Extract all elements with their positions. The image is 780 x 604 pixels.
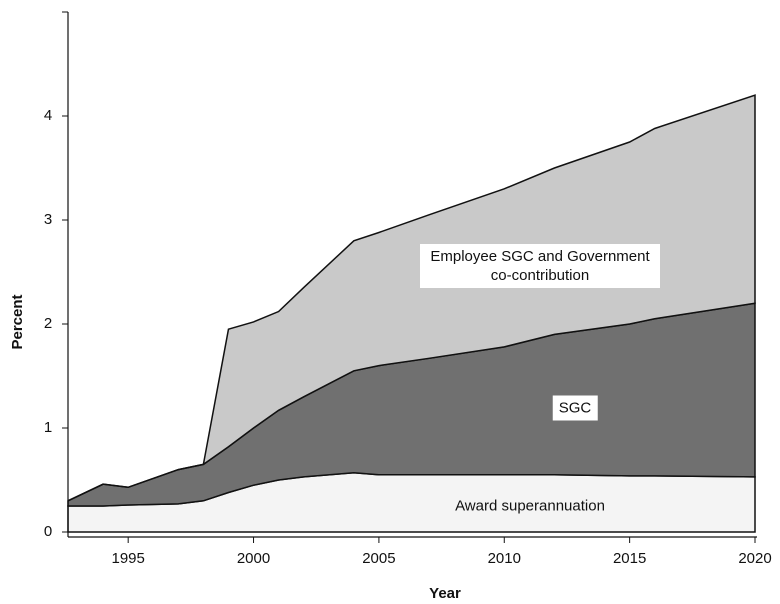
y-tick-label: 2 xyxy=(44,315,52,332)
y-tick-label: 3 xyxy=(44,211,52,228)
x-axis-title: Year xyxy=(429,585,461,602)
series-label: Employee SGC and Government co-contribut… xyxy=(420,244,660,288)
y-axis-title: Percent xyxy=(9,294,26,349)
y-tick-label: 4 xyxy=(44,107,52,124)
x-tick-label: 2010 xyxy=(488,550,521,567)
y-tick-label: 0 xyxy=(44,523,52,540)
x-tick-label: 2015 xyxy=(613,550,646,567)
y-tick-label: 1 xyxy=(44,419,52,436)
series-label: SGC xyxy=(552,395,598,421)
x-tick-label: 2020 xyxy=(738,550,771,567)
x-tick-label: 2000 xyxy=(237,550,270,567)
area xyxy=(67,94,756,502)
x-tick-label: 2005 xyxy=(362,550,395,567)
x-tick-label: 1995 xyxy=(111,550,144,567)
series-label: Award superannuation xyxy=(455,497,605,515)
